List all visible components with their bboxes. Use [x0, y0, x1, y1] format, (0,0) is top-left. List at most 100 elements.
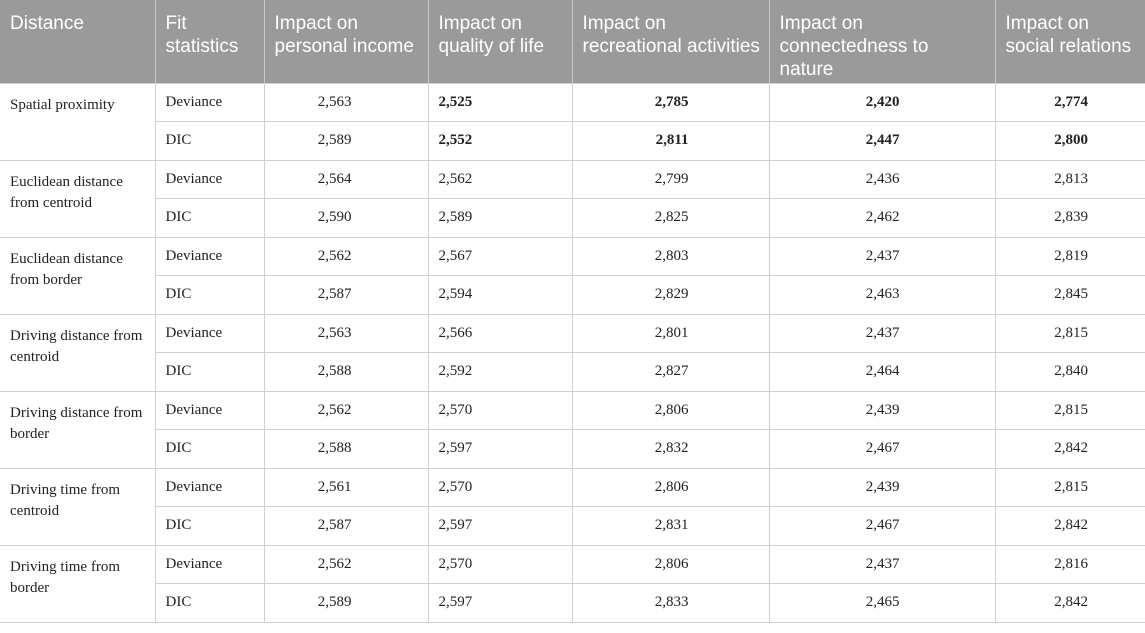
value-cell: 2,840: [994, 352, 1145, 392]
fit-statistic-cell: DIC: [154, 429, 265, 469]
table-row: Driving distance from centroid Deviance 2,…: [0, 313, 1145, 392]
header-row: Distance Fit statistics Impact on person…: [0, 0, 1145, 83]
value-cell: 2,467: [768, 429, 996, 469]
value-cell: 2,845: [994, 275, 1145, 315]
value-cell: 2,589: [427, 198, 573, 238]
distance-cell: Euclidean distance from border: [0, 236, 156, 315]
value-cell: 2,811: [571, 121, 770, 161]
value-cell: 2,592: [427, 352, 573, 392]
value-cell: 2,439: [768, 467, 996, 507]
value-cell: 2,420: [768, 82, 996, 122]
value-cell: 2,467: [768, 506, 996, 546]
value-cell: 2,566: [427, 313, 573, 353]
header-fit-statistics: Fit statistics: [155, 0, 265, 83]
value-cell: 2,806: [571, 467, 770, 507]
value-cell: 2,562: [263, 544, 429, 584]
value-cell: 2,806: [571, 544, 770, 584]
value-cell: 2,799: [571, 159, 770, 199]
table-row: DIC 2,589 2,552 2,811 2,447 2,800: [0, 121, 1145, 161]
value-cell: 2,563: [263, 313, 429, 353]
value-cell: 2,803: [571, 236, 770, 276]
value-cell: 2,816: [994, 544, 1145, 584]
value-cell: 2,827: [571, 352, 770, 392]
value-cell: 2,833: [571, 583, 770, 623]
value-cell: 2,567: [427, 236, 573, 276]
value-cell: 2,588: [263, 352, 429, 392]
value-cell: 2,842: [994, 583, 1145, 623]
value-cell: 2,774: [994, 82, 1145, 122]
header-connectedness-to-nature: Impact on connectedness to nature: [769, 0, 996, 83]
value-cell: 2,785: [571, 82, 770, 122]
value-cell: 2,525: [427, 82, 573, 122]
table-row: DIC 2,587 2,594 2,829 2,463 2,845: [0, 275, 1145, 315]
table-row: Driving time from border Deviance 2,562 2,5…: [0, 544, 1145, 623]
distance-cell: Driving distance from centroid: [0, 313, 156, 392]
header-recreational-activities: Impact on recreational activities: [572, 0, 770, 83]
header-personal-income: Impact on personal income: [264, 0, 429, 83]
value-cell: 2,570: [427, 544, 573, 584]
value-cell: 2,825: [571, 198, 770, 238]
value-cell: 2,839: [994, 198, 1145, 238]
value-cell: 2,437: [768, 313, 996, 353]
value-cell: 2,594: [427, 275, 573, 315]
value-cell: 2,587: [263, 506, 429, 546]
header-quality-of-life: Impact on quality of life: [428, 0, 573, 83]
table-body: Spatial proximity Deviance 2,563 2,525 2,785…: [0, 82, 1145, 623]
value-cell: 2,589: [263, 583, 429, 623]
table-row: DIC 2,589 2,597 2,833 2,465 2,842: [0, 583, 1145, 623]
fit-statistic-cell: DIC: [154, 506, 265, 546]
value-cell: 2,589: [263, 121, 429, 161]
value-cell: 2,562: [263, 236, 429, 276]
value-cell: 2,597: [427, 429, 573, 469]
value-cell: 2,437: [768, 544, 996, 584]
value-cell: 2,829: [571, 275, 770, 315]
value-cell: 2,590: [263, 198, 429, 238]
table-row: Driving distance from border Deviance 2,56…: [0, 390, 1145, 469]
distance-cell: Driving time from centroid: [0, 467, 156, 546]
value-cell: 2,819: [994, 236, 1145, 276]
value-cell: 2,465: [768, 583, 996, 623]
value-cell: 2,813: [994, 159, 1145, 199]
fit-statistic-cell: DIC: [154, 275, 265, 315]
value-cell: 2,564: [263, 159, 429, 199]
fit-statistic-cell: Deviance: [154, 236, 265, 276]
fit-statistic-cell: Deviance: [154, 313, 265, 353]
distance-cell: Euclidean distance from centroid: [0, 159, 156, 238]
value-cell: 2,436: [768, 159, 996, 199]
header-social-relations: Impact on social relations: [995, 0, 1145, 83]
fit-statistic-cell: Deviance: [154, 82, 265, 122]
value-cell: 2,464: [768, 352, 996, 392]
fit-statistic-cell: DIC: [154, 198, 265, 238]
table-row: DIC 2,588 2,592 2,827 2,464 2,840: [0, 352, 1145, 392]
table-row: DIC 2,588 2,597 2,832 2,467 2,842: [0, 429, 1145, 469]
value-cell: 2,570: [427, 390, 573, 430]
table-header: Distance Fit statistics Impact on person…: [0, 0, 1145, 83]
fit-statistic-cell: DIC: [154, 121, 265, 161]
value-cell: 2,587: [263, 275, 429, 315]
value-cell: 2,597: [427, 583, 573, 623]
table-row: Euclidean distance from centroid Deviance…: [0, 159, 1145, 238]
table-row: Euclidean distance from border Deviance 2,…: [0, 236, 1145, 315]
header-distance: Distance: [0, 0, 156, 83]
fit-statistic-cell: DIC: [154, 583, 265, 623]
value-cell: 2,439: [768, 390, 996, 430]
fit-statistic-cell: Deviance: [154, 159, 265, 199]
value-cell: 2,552: [427, 121, 573, 161]
value-cell: 2,815: [994, 313, 1145, 353]
value-cell: 2,831: [571, 506, 770, 546]
table-row: Driving time from centroid Deviance 2,561 2…: [0, 467, 1145, 546]
fit-statistic-cell: DIC: [154, 352, 265, 392]
value-cell: 2,437: [768, 236, 996, 276]
value-cell: 2,563: [263, 82, 429, 122]
distance-cell: Driving distance from border: [0, 390, 156, 469]
value-cell: 2,562: [263, 390, 429, 430]
value-cell: 2,815: [994, 467, 1145, 507]
value-cell: 2,463: [768, 275, 996, 315]
value-cell: 2,801: [571, 313, 770, 353]
table-row: Spatial proximity Deviance 2,563 2,525 2,785…: [0, 82, 1145, 161]
value-cell: 2,842: [994, 429, 1145, 469]
fit-statistic-cell: Deviance: [154, 390, 265, 430]
value-cell: 2,806: [571, 390, 770, 430]
fit-statistic-cell: Deviance: [154, 467, 265, 507]
